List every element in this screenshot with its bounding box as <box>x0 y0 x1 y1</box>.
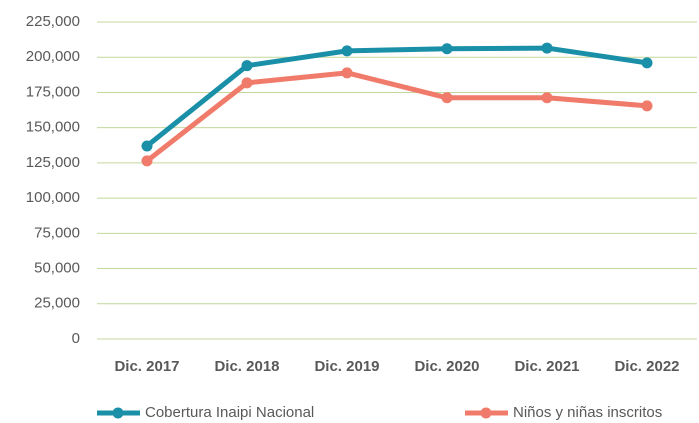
data-point <box>241 60 253 72</box>
x-tick-label: Dic. 2019 <box>314 358 379 375</box>
data-point <box>541 92 553 104</box>
series-line <box>145 45 648 148</box>
x-tick-label: Dic. 2021 <box>514 358 579 375</box>
legend-label: Cobertura Inaipi Nacional <box>145 404 314 421</box>
y-tick-label: 225,000 <box>26 13 80 30</box>
data-point <box>441 43 453 55</box>
data-point <box>641 57 653 69</box>
data-point <box>441 92 453 104</box>
data-point <box>141 155 153 167</box>
x-tick-label: Dic. 2022 <box>614 358 679 375</box>
y-tick-label: 0 <box>72 330 80 347</box>
data-point <box>341 67 353 79</box>
y-tick-label: 75,000 <box>34 224 80 241</box>
y-tick-label: 25,000 <box>34 295 80 312</box>
y-tick-label: 175,000 <box>26 83 80 100</box>
data-point <box>541 42 553 54</box>
data-point <box>641 100 653 112</box>
series-line <box>145 70 648 163</box>
y-tick-label: 200,000 <box>26 48 80 65</box>
x-tick-label: Dic. 2018 <box>214 358 279 375</box>
data-point <box>341 45 353 57</box>
y-tick-label: 50,000 <box>34 260 80 277</box>
data-point <box>241 77 253 89</box>
legend-label: Niños y niñas inscritos <box>513 404 662 421</box>
data-point <box>141 140 153 152</box>
x-tick-label: Dic. 2017 <box>114 358 179 375</box>
y-tick-label: 100,000 <box>26 189 80 206</box>
legend-marker <box>480 407 492 419</box>
x-tick-label: Dic. 2020 <box>414 358 479 375</box>
legend-marker <box>112 407 124 419</box>
y-tick-label: 150,000 <box>26 119 80 136</box>
y-tick-label: 125,000 <box>26 154 80 171</box>
